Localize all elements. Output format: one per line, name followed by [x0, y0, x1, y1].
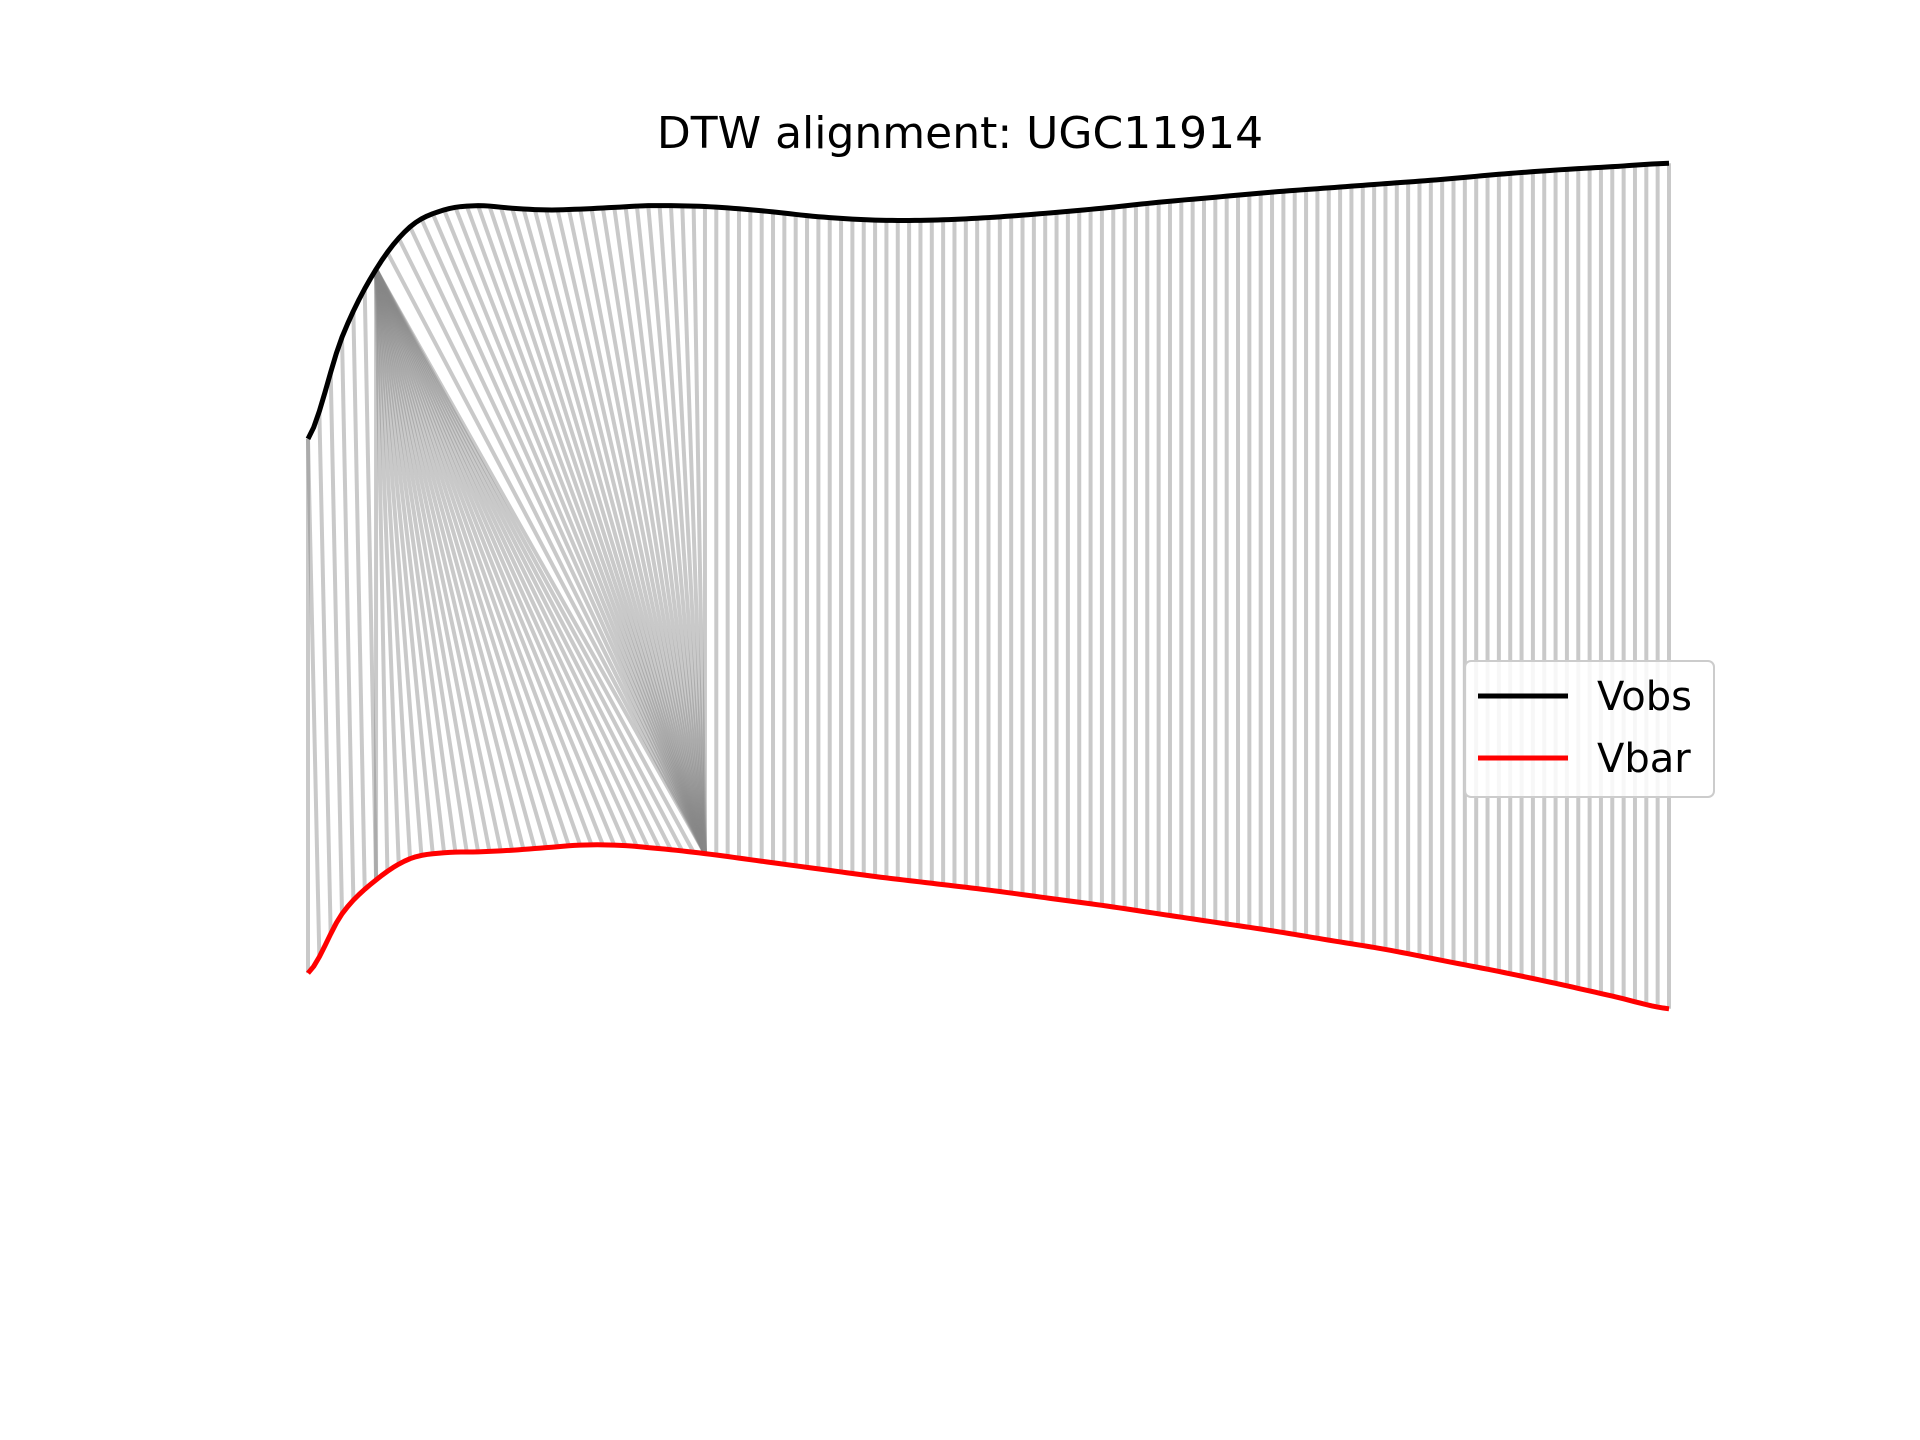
alignment-connector	[487, 205, 707, 855]
alignment-connector	[374, 268, 707, 855]
alignment-connector	[374, 268, 571, 847]
alignment-connector	[532, 209, 707, 855]
chart-title: DTW alignment: UGC11914	[657, 108, 1263, 159]
alignment-connector	[374, 268, 605, 846]
alignment-connector	[600, 207, 707, 854]
alignment-connector	[374, 268, 639, 848]
alignment-connector	[374, 269, 401, 865]
legend-label-vobs: Vobs	[1597, 674, 1692, 720]
alignment-connector	[351, 311, 367, 890]
alignment-connector	[374, 268, 696, 854]
alignment-connector	[419, 218, 707, 855]
alignment-connector	[362, 288, 379, 880]
alignment-connector	[657, 205, 707, 854]
alignment-connector	[396, 237, 707, 855]
alignment-connector	[453, 206, 707, 855]
series-line-vobs	[305, 160, 1670, 441]
alignment-connector	[566, 209, 707, 855]
alignment-connector	[578, 208, 707, 854]
alignment-connector	[521, 208, 707, 855]
alignment-connector	[623, 206, 707, 854]
alignment-connector	[374, 268, 685, 852]
alignment-connector	[430, 212, 707, 855]
alignment-connector	[374, 268, 560, 848]
alignment-connector	[374, 268, 481, 853]
plot-area	[305, 160, 1671, 1012]
alignment-connector	[668, 205, 707, 854]
alignment-connector	[612, 207, 707, 854]
alignment-connector	[374, 268, 537, 850]
alignment-connector	[385, 251, 707, 855]
alignment-connector	[374, 268, 549, 849]
legend: Vobs Vbar	[1464, 660, 1715, 798]
alignment-connector	[374, 268, 583, 846]
alignment-connector	[374, 269, 413, 859]
alignment-connector	[374, 268, 662, 850]
alignment-connector	[374, 268, 651, 849]
alignment-connector	[442, 209, 707, 855]
alignment-connector	[374, 269, 424, 856]
alignment-connector	[374, 268, 617, 846]
alignment-connector	[374, 268, 503, 852]
alignment-connector	[317, 411, 333, 934]
alignment-connector	[691, 206, 707, 854]
alignment-connector	[634, 205, 707, 854]
alignment-connector	[328, 372, 345, 914]
alignment-connector	[374, 268, 515, 851]
alignment-connector	[680, 205, 707, 854]
alignment-connector	[646, 205, 707, 854]
alignment-connector	[374, 268, 594, 846]
alignment-connectors	[306, 163, 1671, 1009]
alignment-connector	[374, 269, 435, 854]
alignment-connector	[374, 268, 673, 851]
alignment-connector	[340, 337, 356, 901]
series-lines	[305, 160, 1670, 1012]
alignment-connector	[374, 269, 447, 853]
legend-label-vbar: Vbar	[1597, 736, 1691, 782]
alignment-connector	[374, 269, 390, 872]
alignment-connector	[374, 268, 469, 853]
alignment-connector	[510, 207, 707, 855]
alignment-connector	[374, 268, 492, 852]
series-line-vbar	[306, 842, 1670, 1012]
alignment-connector	[498, 206, 707, 855]
alignment-connector	[464, 205, 707, 855]
alignment-connector	[476, 205, 707, 855]
alignment-connector	[374, 268, 628, 847]
alignment-connector	[306, 438, 322, 957]
alignment-connector	[544, 209, 707, 855]
alignment-connector	[589, 208, 707, 854]
alignment-connector	[555, 209, 707, 855]
alignment-connector	[408, 226, 707, 855]
alignment-connector	[374, 268, 526, 850]
alignment-connector	[374, 269, 458, 853]
